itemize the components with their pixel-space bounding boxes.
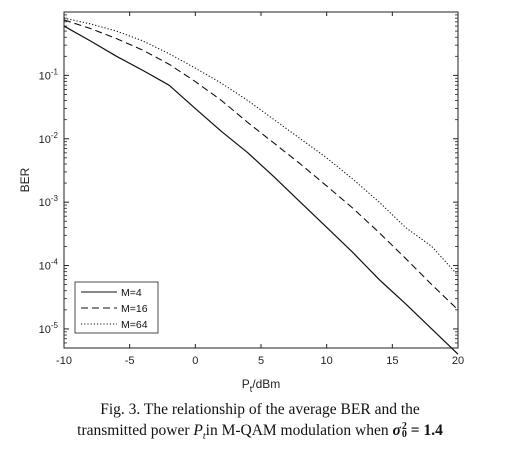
caption-text-middle: in M-QAM modulation when — [205, 422, 393, 439]
ber-chart: -10 -5 0 5 10 15 20 10-1 10-2 10-3 10-4 10-5 Pt/dB… — [18, 11, 464, 394]
legend-label-m4: M=4 — [121, 287, 142, 299]
x-tick-label: -5 — [125, 355, 135, 367]
figure-caption-line-1: Fig. 3. The relationship of the average … — [100, 401, 420, 418]
y-tick-label: 10-3 — [39, 194, 59, 209]
legend: M=4 M=16 M=64 — [74, 281, 159, 334]
caption-sigma-superscript: 2 — [401, 421, 407, 433]
legend-label-m64: M=64 — [121, 319, 148, 331]
y-tick-label: 10-5 — [39, 321, 59, 336]
figure-caption-line-2: transmitted power Ptin M-QAM modulation … — [0, 421, 520, 447]
series-line-m64 — [63, 17, 459, 276]
y-axis: 10-1 10-2 10-3 10-4 10-5 — [39, 14, 458, 344]
series-line-m16 — [63, 19, 459, 311]
x-tick-label: 15 — [386, 355, 398, 367]
y-tick-label: 10-4 — [39, 258, 59, 273]
series-line-m4 — [63, 25, 459, 355]
x-tick-label: 0 — [192, 355, 198, 367]
y-axis-label: BER — [18, 167, 32, 192]
x-tick-label: 20 — [452, 355, 464, 367]
x-tick-label: -10 — [56, 355, 72, 367]
x-axis-label: Pt/dBm — [242, 377, 281, 394]
caption-sigma-symbol: σ — [392, 422, 401, 439]
caption-text-prefix: transmitted power — [77, 422, 194, 439]
x-tick-label: 5 — [258, 355, 264, 367]
caption-power-subscript: t — [202, 431, 206, 443]
x-tick-label: 10 — [321, 355, 333, 367]
y-tick-label: 10-1 — [39, 67, 59, 82]
caption-equals: = — [406, 422, 424, 439]
caption-power-symbol: P — [193, 422, 203, 439]
series-layer — [63, 17, 459, 355]
y-tick-label: 10-2 — [39, 131, 59, 146]
caption-sigma-value: 1.4 — [423, 422, 443, 439]
legend-label-m16: M=16 — [121, 303, 148, 315]
x-axis: -10 -5 0 5 10 15 20 — [56, 12, 464, 367]
caption-sigma-subscript: 0 — [401, 429, 407, 441]
